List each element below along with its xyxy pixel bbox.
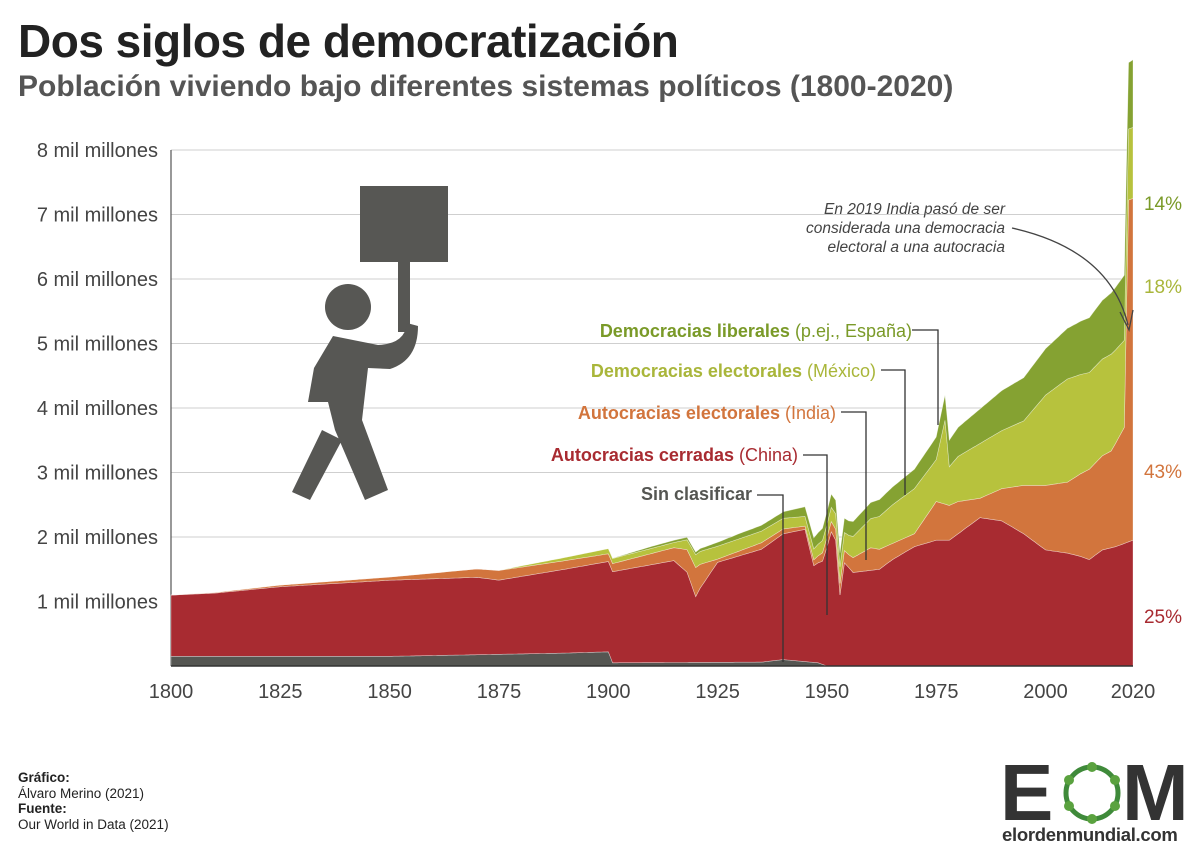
annotation-arrow bbox=[1011, 227, 1129, 326]
y-tick-label: 3 mil millones bbox=[37, 463, 158, 485]
y-axis-ticks: 1 mil millones 2 mil millones 3 mil millon… bbox=[37, 140, 158, 614]
y-tick-label: 2 mil millones bbox=[37, 527, 158, 549]
x-tick-label: 2000 bbox=[1023, 681, 1068, 703]
logo-letter-m: M bbox=[1122, 758, 1185, 837]
x-tick-label: 1900 bbox=[586, 681, 631, 703]
leader-line bbox=[912, 329, 939, 425]
series-label: Autocracias cerradas (China) bbox=[551, 445, 798, 465]
source-label: Fuente: bbox=[18, 801, 67, 816]
x-tick-label: 1975 bbox=[914, 681, 959, 703]
x-axis-ticks: 1800 1825 1850 1875 1900 1925 1950 1975 2000 2020 bbox=[149, 681, 1156, 703]
leader-line bbox=[803, 454, 828, 615]
credits: Gráfico: Álvaro Merino (2021) Fuente: Ou… bbox=[18, 770, 169, 832]
y-tick-label: 4 mil millones bbox=[37, 398, 158, 420]
logo-globe-icon bbox=[1063, 764, 1121, 822]
end-percent-labels: 14% 18% 43% 25% bbox=[1144, 194, 1182, 628]
series-label: Sin clasificar bbox=[641, 484, 752, 504]
logo-url: elordenmundial.com bbox=[1002, 824, 1178, 845]
y-tick-label: 5 mil millones bbox=[37, 334, 158, 356]
annotation-line: En 2019 India pasó de ser bbox=[824, 201, 1006, 218]
y-tick-label: 7 mil millones bbox=[37, 205, 158, 227]
graphic-author: Álvaro Merino (2021) bbox=[18, 785, 145, 801]
area-autocracias-cerradas bbox=[170, 517, 1134, 667]
x-tick-label: 2020 bbox=[1111, 681, 1156, 703]
annotation-line: considerada una democracia bbox=[806, 220, 1005, 237]
y-tick-label: 6 mil millones bbox=[37, 269, 158, 291]
end-percent-label: 43% bbox=[1144, 462, 1182, 483]
chart-title: Dos siglos de democratización bbox=[18, 15, 679, 67]
protester-icon bbox=[292, 186, 448, 500]
chart-subtitle: Población viviendo bajo diferentes siste… bbox=[18, 70, 954, 103]
india-annotation: En 2019 India pasó de ser considerada una… bbox=[806, 201, 1134, 332]
end-percent-label: 14% bbox=[1144, 194, 1182, 215]
series-areas bbox=[170, 59, 1134, 667]
x-tick-label: 1800 bbox=[149, 681, 194, 703]
y-tick-label: 1 mil millones bbox=[37, 592, 158, 614]
end-percent-label: 18% bbox=[1144, 277, 1182, 298]
graphic-label: Gráfico: bbox=[18, 770, 70, 785]
leader-line bbox=[841, 411, 867, 560]
x-tick-label: 1925 bbox=[695, 681, 740, 703]
leader-line bbox=[881, 369, 906, 495]
x-tick-label: 1825 bbox=[258, 681, 303, 703]
x-tick-label: 1950 bbox=[805, 681, 850, 703]
series-label: Democracias liberales (p.ej., España) bbox=[600, 321, 912, 341]
x-tick-label: 1850 bbox=[367, 681, 412, 703]
area-democracias-liberales bbox=[170, 59, 1134, 596]
series-label: Autocracias electorales (India) bbox=[578, 403, 836, 423]
y-tick-label: 8 mil millones bbox=[37, 140, 158, 162]
leader-line bbox=[757, 494, 784, 662]
source-name: Our World in Data (2021) bbox=[18, 816, 169, 832]
series-label: Democracias electorales (México) bbox=[591, 361, 876, 381]
end-percent-label: 25% bbox=[1144, 607, 1182, 628]
logo-letter-e: E bbox=[1000, 758, 1053, 837]
annotation-line: electoral a una autocracia bbox=[827, 239, 1005, 256]
series-labels: Democracias liberales (p.ej., España) Dem… bbox=[551, 321, 939, 662]
x-tick-label: 1875 bbox=[477, 681, 522, 703]
eom-logo: E M bbox=[1000, 758, 1185, 837]
